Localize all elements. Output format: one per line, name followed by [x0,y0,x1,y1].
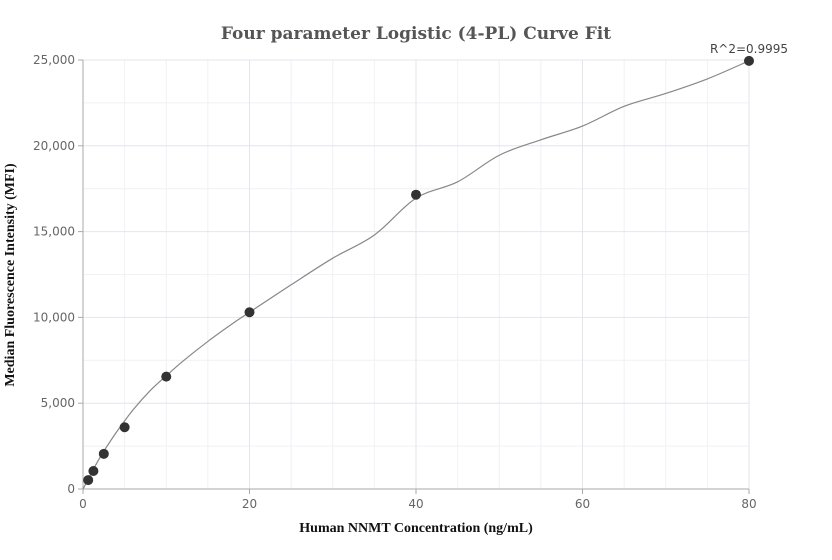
y-tick-label: 25,000 [33,53,75,67]
grid [82,59,750,490]
data-point[interactable] [744,55,754,66]
x-tick-label: 60 [575,497,590,511]
data-point[interactable] [161,371,172,382]
x-tick-label: 0 [79,497,87,511]
data-point[interactable] [411,189,421,200]
data-point[interactable] [244,307,255,318]
x-tick-label: 20 [242,497,257,511]
data-point[interactable] [83,475,94,486]
y-tick-label: 20,000 [33,139,75,153]
data-points [83,55,754,486]
x-tick-label: 80 [741,497,756,511]
tick-labels: 0 20 40 60 80 0 5,000 10,000 15,000 20,000 25,000 [33,53,757,511]
x-axis-title: Human NNMT Concentration (ng/mL) [299,521,533,536]
data-point[interactable] [98,448,109,459]
y-tick-label: 15,000 [33,225,75,239]
data-point[interactable] [119,422,130,433]
chart-title: Four parameter Logistic (4-PL) Curve Fit [221,24,611,44]
fit-curve-line [82,60,750,490]
r-squared-annotation: R^2=0.9995 [710,42,788,56]
y-tick-label: 10,000 [33,310,75,324]
y-axis-title: Median Fluorescence Intensity (MFI) [3,163,18,387]
fit-curve [82,60,750,490]
x-tick-label: 40 [408,497,423,511]
axes [78,59,750,494]
y-tick-label: 5,000 [41,396,75,410]
y-tick-label: 0 [67,482,75,496]
data-point[interactable] [88,465,99,476]
